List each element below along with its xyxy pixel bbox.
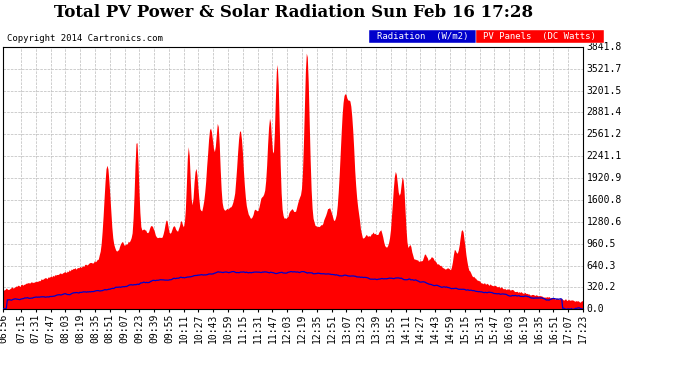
Text: PV Panels  (DC Watts): PV Panels (DC Watts) xyxy=(484,32,596,41)
Text: Copyright 2014 Cartronics.com: Copyright 2014 Cartronics.com xyxy=(7,34,163,43)
Text: 2881.4: 2881.4 xyxy=(586,108,622,117)
Text: Radiation  (W/m2): Radiation (W/m2) xyxy=(377,32,469,41)
Text: 3841.8: 3841.8 xyxy=(586,42,622,52)
Text: 2241.1: 2241.1 xyxy=(586,151,622,161)
Text: 3201.5: 3201.5 xyxy=(586,86,622,96)
Text: 1280.6: 1280.6 xyxy=(586,217,622,227)
Text: 3521.7: 3521.7 xyxy=(586,64,622,74)
Text: Total PV Power & Solar Radiation Sun Feb 16 17:28: Total PV Power & Solar Radiation Sun Feb… xyxy=(54,4,533,21)
Text: 0.0: 0.0 xyxy=(586,304,604,314)
Text: 960.5: 960.5 xyxy=(586,239,616,249)
Text: 1920.9: 1920.9 xyxy=(586,173,622,183)
Text: 2561.2: 2561.2 xyxy=(586,129,622,140)
Text: 640.3: 640.3 xyxy=(586,261,616,271)
Text: 320.2: 320.2 xyxy=(586,282,616,292)
Text: 1600.8: 1600.8 xyxy=(586,195,622,205)
